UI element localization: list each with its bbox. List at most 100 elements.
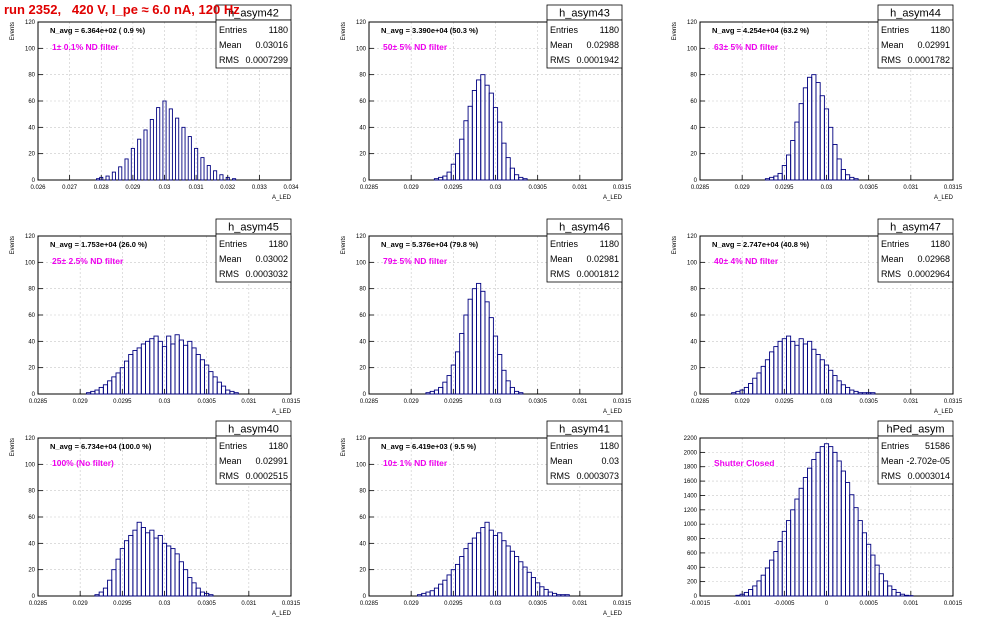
histogram-bin [743,591,749,597]
histogram-bin [484,84,490,181]
histogram-bin [815,82,821,181]
y-tick-label: 120 [356,234,367,240]
histogram-bin [178,339,184,395]
histogram-bin [195,587,201,597]
histogram-bin [769,351,775,395]
y-tick-label: 0 [694,392,698,398]
histogram-bin [752,585,758,597]
stats-entries-value: 1180 [931,25,950,35]
stats-body-frame [215,233,292,283]
stats-mean-value: 0.02988 [586,40,619,50]
x-tick-label: 0.0285 [29,601,48,607]
histogram-bin [836,380,842,395]
histogram-bin [157,534,163,597]
navg-label: N_avg = 3.390e+04 (50.3 %) [381,26,479,35]
stats-rms-value: 0.0001812 [576,269,619,279]
histogram-bin [459,332,465,395]
histogram-bin [769,559,775,597]
histogram-bin [802,87,808,181]
stats-entries-value: 1180 [600,239,619,249]
y-tick-label: 20 [690,152,697,158]
y-tick-label: 60 [28,313,35,319]
histogram-bin [514,556,520,597]
histogram-bin [471,537,477,597]
x-tick-label: 0.0295 [113,399,132,405]
histogram-bin [509,386,515,395]
stats-rms-label: RMS [219,55,239,65]
histogram-bin [442,175,448,181]
x-tick-label: -0.001 [734,601,752,607]
histogram-bin [756,372,762,395]
histogram-bin [166,545,172,597]
y-tick-label: 80 [359,489,366,495]
histogram-bin [773,175,779,181]
x-tick-label: 0.029 [125,185,141,191]
filter-label: 50± 5% ND filter [383,42,448,52]
histogram-bin [798,338,804,395]
histogram-bin [832,143,838,181]
histogram-bin [140,343,146,395]
stats-entries-label: Entries [550,239,579,249]
y-tick-label: 80 [28,287,35,293]
x-tick-label: 0.03 [159,601,171,607]
histogram-bin [564,594,570,597]
y-tick-label: 100 [687,46,698,52]
histogram-bin [828,446,834,597]
histogram-bin [857,392,863,395]
histogram-name: h_asym47 [890,222,941,234]
navg-label: N_avg = 5.376e+04 (79.8 %) [381,240,479,249]
stats-rms-label: RMS [550,55,570,65]
histogram-bin [140,527,146,597]
x-tick-label: 0.0285 [360,601,379,607]
histogram-bin [807,467,813,597]
x-tick-label: 0.031 [572,399,588,405]
stats-box: h_asym46 Entries 1180 Mean 0.02981 RMS 0.00018… [546,218,623,283]
histogram-bin [168,108,173,181]
histogram-bin [501,540,507,597]
stats-mean-label: Mean [881,254,904,264]
histogram-bin [756,580,762,597]
histogram-bin [878,573,884,597]
stats-entries-label: Entries [881,441,910,451]
x-axis-title: A_LED [272,195,292,201]
x-axis-title: A_LED [603,195,623,201]
histogram-bin [442,381,448,395]
stats-body-frame [546,19,623,69]
histogram-bin [853,178,859,181]
stats-mean-label: Mean [219,254,242,264]
y-tick-label: 2200 [684,436,698,442]
histogram-bin [232,178,237,181]
histogram-bin [96,178,101,181]
y-tick-label: 20 [28,152,35,158]
histogram-bin [752,377,758,395]
stats-mean-value: -2.702e-05 [906,456,950,466]
stats-box: h_asym41 Entries 1180 Mean 0.03 RMS 0.0003073 [546,420,623,485]
x-tick-label: 0.0285 [691,185,710,191]
histogram-bin [446,574,452,597]
x-axis-title: A_LED [934,409,954,415]
stats-mean-label: Mean [881,40,904,50]
histogram-panel-h_asym41: 0.0285 0.029 0.0295 0.03 0.0305 0.031 0.0315 0 2… [341,420,632,617]
histogram-bin [480,290,486,395]
x-tick-label: 0.0305 [528,185,547,191]
y-tick-label: 40 [690,339,697,345]
histogram-bin [102,384,109,395]
histogram-bin [208,371,214,395]
y-tick-label: 80 [28,73,35,79]
y-tick-label: 2000 [684,450,698,456]
histogram-bin [514,390,520,395]
histogram-bin [438,176,444,181]
y-tick-label: 120 [25,20,36,26]
histogram-bars [417,521,570,597]
histogram-bin [225,176,230,181]
stats-entries-label: Entries [881,239,910,249]
stats-mean-value: 0.03 [601,456,619,466]
y-tick-label: 600 [687,551,698,557]
navg-label: N_avg = 2.747e+04 (40.8 %) [712,240,810,249]
y-tick-label: 100 [356,46,367,52]
histogram-bin [94,389,100,395]
histogram-bars [731,335,876,395]
histogram-bin [764,359,771,395]
histogram-bin [845,482,851,597]
y-tick-label: 80 [359,73,366,79]
